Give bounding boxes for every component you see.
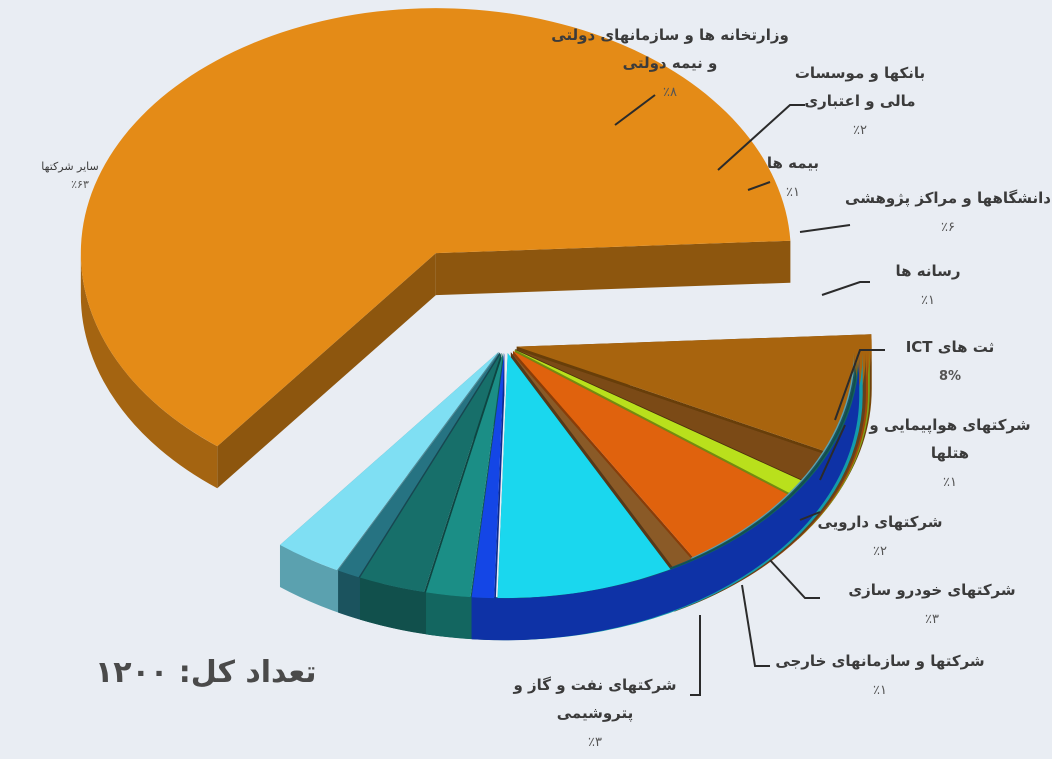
slice-label-7-0: شرکتهای هواپیمایی و [868,416,1030,435]
pie-slices [80,8,872,641]
slice-pct-10: ٪۱ [873,683,887,698]
slice-label-11-0: شرکتهای نفت و گاز و [512,676,676,694]
leader-line-5 [821,281,870,296]
leader-line-11 [690,615,701,696]
pie-slice-0 [80,8,791,489]
slice-pct-9: ٪۳ [925,612,939,627]
leader-line-7 [819,424,846,481]
leader-line-2 [717,104,805,171]
slice-label-4: دانشگاهها و مراکز پژوهشی [845,189,1051,208]
slice-pct-5: ٪۱ [921,293,935,308]
slice-label-8: شرکتهای دارویی [817,513,942,531]
slice-label-5: رسانه ها [895,262,960,280]
slice-labels: سایر شرکتها ٪۶۳ وزارتخانه ها و سازمانهای د… [41,26,1051,750]
slice-pct-8: ٪۲ [873,544,887,559]
leader-line-10 [741,584,770,667]
slice-label-2-0: بانکها و موسسات [795,64,925,82]
leader-line-3 [747,181,771,191]
slice-label-9: شرکتهای خودرو سازی [848,581,1015,599]
leader-line-8 [799,511,821,521]
slice-pct-0: ٪۶۳ [71,178,89,191]
slice-pct-3: ٪۱ [786,185,800,200]
leader-line-4 [799,224,851,233]
slice-label-3: بیمه ها [767,154,819,172]
slice-pct-4: ٪۶ [941,220,955,235]
pie-slice-7 [471,353,860,641]
leader-line-1 [614,94,656,126]
slice-label-7-1: هتلها [931,444,969,462]
slice-label-6: ثت های ICT [906,338,995,356]
slice-pct-2: ٪۲ [853,123,867,138]
slice-label-1-0: وزارتخانه ها و سازمانهای دولتی [551,26,789,44]
leader-line-9 [769,559,820,599]
slice-label-0: سایر شرکتها [41,160,98,173]
leader-line-6 [834,349,885,421]
slice-pct-11: ٪۳ [588,735,602,750]
slice-label-10: شرکتها و سازمانهای خارجی [775,652,984,670]
slice-label-11-1: پتروشیمی [557,704,634,723]
slice-pct-7: ٪۱ [943,475,957,490]
slice-label-2-1: مالی و اعتباری [804,92,915,110]
total-count-label: تعداد کل: ۱۲۰۰ [95,655,317,690]
leader-lines [614,94,885,696]
slice-pct-1: ٪۸ [663,85,677,100]
slice-label-1-1: و نیمه دولتی [623,54,718,72]
slice-pct-6: 8% [939,369,961,384]
